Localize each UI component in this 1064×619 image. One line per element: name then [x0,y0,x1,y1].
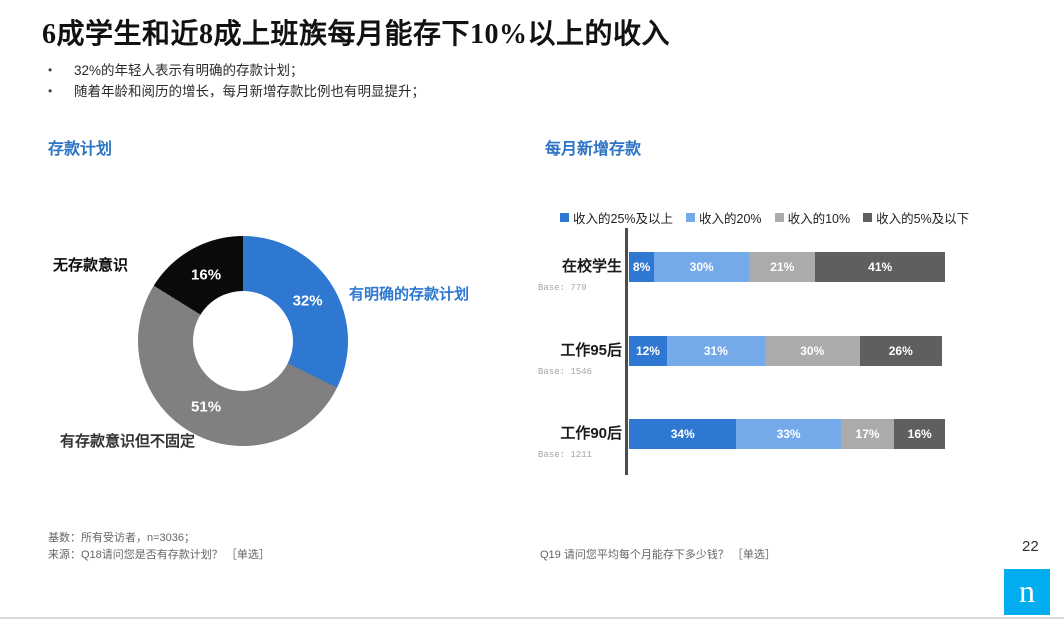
page-number: 22 [1022,538,1039,555]
bar-chart-axis [625,228,628,475]
footnote-base: 基数：所有受访者，n=3036； [48,532,196,544]
bar-base-label: Base: 779 [538,283,587,293]
bar-segment: 41% [815,252,945,282]
bullet-item: • 32%的年轻人表示有明确的存款计划； [48,60,748,81]
nielsen-logo: n [1004,569,1050,615]
bar-segment: 26% [859,336,942,366]
footnote-source: 来源：Q18请问您是否有存款计划？ ［单选］ [48,549,270,561]
donut-label-no-plan: 无存款意识 [53,257,129,274]
bar-category-label: 工作95后 [560,342,622,359]
donut-slice-value: 51% [191,398,222,416]
bullet-item: • 随着年龄和阅历的增长，每月新增存款比例也有明显提升； [48,81,748,102]
donut-slice-value: 32% [292,292,323,310]
legend-swatch-icon [560,213,569,222]
bar-segment: 30% [654,252,750,282]
legend-label: 收入的5%及以下 [876,212,970,226]
donut-hole [193,291,293,391]
nielsen-logo-letter: n [1019,572,1035,609]
bar-base-label: Base: 1211 [538,450,593,460]
legend-swatch-icon [863,213,873,222]
legend-label: 收入的20% [699,212,762,226]
bullet-text: 随着年龄和阅历的增长，每月新增存款比例也有明显提升； [74,84,425,99]
bar-segment: 31% [666,336,765,366]
legend-swatch-icon [686,213,696,222]
legend-item: 收入的5%及以下 [863,208,969,227]
bar-row: 工作90后 Base: 1211 34% 33% 17% 16% [538,419,1018,465]
bar-row: 在校学生 Base: 779 8% 30% 21% 41% [538,252,1018,298]
bullet-icon: • [48,84,53,98]
bar-chart-legend: 收入的25%及以上 收入的20% 收入的10% 收入的5%及以下 [560,208,969,227]
bar-base-label: Base: 1546 [538,367,593,377]
donut-label-clear-plan: 有明确的存款计划 [349,286,470,303]
bar-segment: 34% [629,419,737,449]
page-title: 6成学生和近8成上班族每月能存下10%以上的收入 [42,19,671,50]
legend-swatch-icon [774,213,784,222]
bar-segment: 12% [629,336,667,366]
footnote-question: Q19 请问您平均每个月能存下多少钱？ ［单选］ [540,549,776,561]
donut-label-loose-plan: 有存款意识但不固定 [60,433,196,450]
bullet-icon: • [48,63,53,77]
legend-item: 收入的10% [774,208,851,227]
bar-segment: 33% [736,419,841,449]
bullet-text: 32%的年轻人表示有明确的存款计划； [74,63,304,78]
bullet-list: • 32%的年轻人表示有明确的存款计划； • 随着年龄和阅历的增长，每月新增存款… [48,60,748,102]
bar-segments: 12% 31% 30% 26% [629,336,942,366]
donut-chart-title: 存款计划 [48,141,113,158]
legend-item: 收入的25%及以上 [560,208,673,227]
bar-segment: 21% [749,252,816,282]
legend-label: 收入的25%及以上 [573,212,674,226]
bar-segments: 34% 33% 17% 16% [629,419,945,449]
bar-category-label: 在校学生 [561,258,622,275]
bar-chart-title: 每月新增存款 [545,141,642,158]
bar-category-label: 工作90后 [560,425,622,442]
bar-segments: 8% 30% 21% 41% [629,252,945,282]
bar-segment: 8% [629,252,655,282]
bar-row: 工作95后 Base: 1546 12% 31% 30% 26% [538,336,1018,382]
bar-segment: 17% [840,419,895,449]
legend-item: 收入的20% [686,208,762,227]
bar-segment: 30% [764,336,860,366]
legend-label: 收入的10% [787,212,851,226]
donut-slice-value: 16% [191,266,222,284]
bar-segment: 16% [894,419,945,449]
